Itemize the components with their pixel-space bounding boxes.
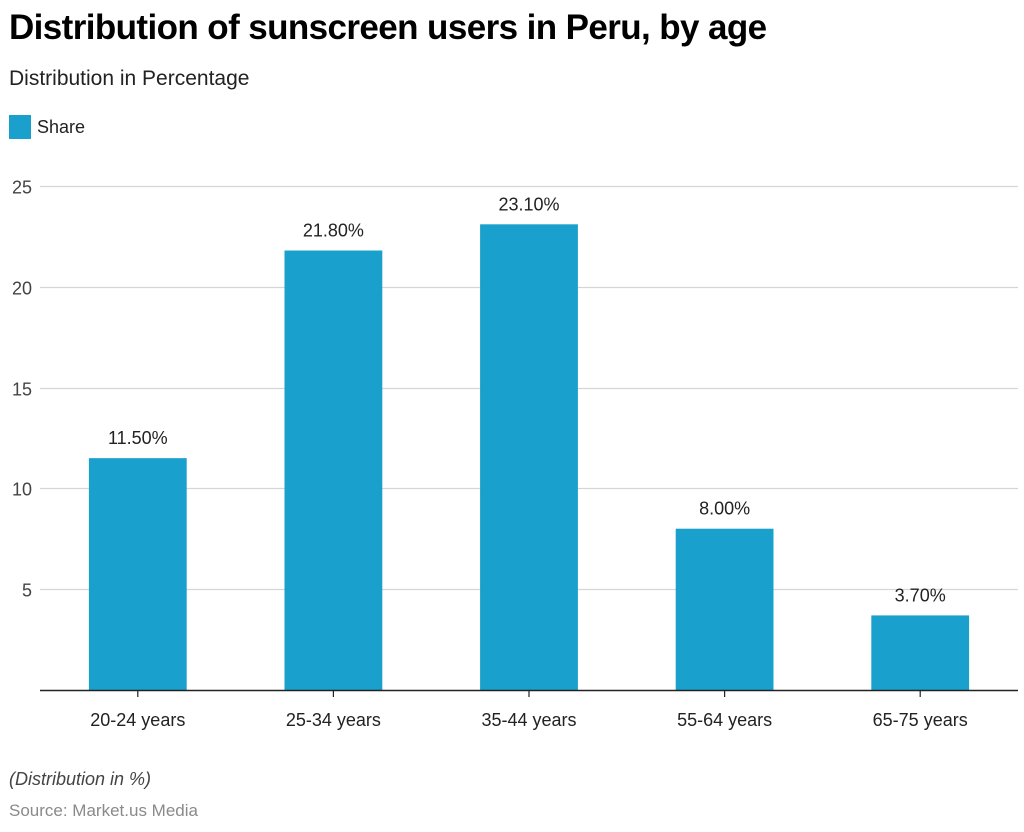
x-tick-label: 65-75 years bbox=[873, 710, 968, 730]
y-tick-label: 10 bbox=[12, 480, 32, 500]
y-axis-tick-labels: 5 10 15 20 25 bbox=[12, 178, 32, 601]
legend: Share bbox=[9, 115, 85, 139]
legend-swatch-share bbox=[9, 115, 31, 139]
bar bbox=[284, 250, 383, 690]
legend-label-share: Share bbox=[37, 116, 86, 137]
y-tick-label: 25 bbox=[12, 178, 32, 198]
data-label: 23.10% bbox=[498, 194, 559, 214]
chart-subtitle: Distribution in Percentage bbox=[9, 67, 250, 90]
bars bbox=[88, 224, 970, 690]
bar bbox=[88, 458, 187, 690]
x-tick-label: 20-24 years bbox=[90, 710, 185, 730]
x-tick-label: 55-64 years bbox=[677, 710, 772, 730]
chart-source: Source: Market.us Media bbox=[9, 801, 198, 820]
data-labels: 11.50% 21.80% 23.10% 8.00% 3.70% bbox=[108, 194, 946, 605]
x-axis-tick-labels: 20-24 years 25-34 years 35-44 years 55-64 y… bbox=[90, 710, 967, 730]
data-label: 11.50% bbox=[108, 428, 168, 448]
chart-footnote: (Distribution in %) bbox=[9, 769, 152, 789]
x-tick-label: 35-44 years bbox=[481, 710, 576, 730]
y-tick-label: 5 bbox=[22, 581, 32, 601]
x-axis bbox=[40, 689, 1018, 697]
bar bbox=[871, 615, 970, 690]
bar bbox=[480, 224, 578, 690]
data-label: 3.70% bbox=[895, 585, 946, 605]
data-label: 8.00% bbox=[699, 499, 750, 519]
chart-title: Distribution of sunscreen users in Peru,… bbox=[9, 8, 767, 47]
bar bbox=[675, 528, 774, 690]
x-tick-label: 25-34 years bbox=[286, 710, 381, 730]
y-tick-label: 20 bbox=[12, 279, 32, 299]
y-tick-label: 15 bbox=[12, 380, 32, 400]
data-label: 21.80% bbox=[303, 221, 364, 241]
